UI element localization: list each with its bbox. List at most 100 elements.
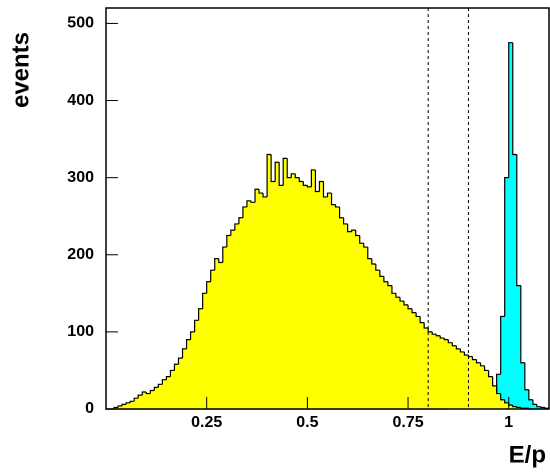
bar xyxy=(448,342,453,409)
bar xyxy=(134,398,139,409)
bar-outline xyxy=(479,362,485,367)
bar xyxy=(476,362,481,409)
bar-outline xyxy=(230,229,235,236)
bar xyxy=(303,185,308,409)
bar-outline xyxy=(262,193,268,198)
bar-outline xyxy=(177,357,183,365)
bar-outline xyxy=(202,292,207,309)
bar-outline xyxy=(367,247,372,260)
bar xyxy=(327,193,332,409)
bar-outline xyxy=(455,345,461,350)
bar-outline xyxy=(326,192,332,197)
bar-outline xyxy=(117,405,123,408)
bar-outline xyxy=(330,193,336,206)
bar xyxy=(174,364,179,409)
bar xyxy=(158,384,163,409)
bar xyxy=(399,301,405,409)
bar xyxy=(166,376,171,409)
bar xyxy=(142,392,147,409)
bar xyxy=(387,285,393,409)
bar xyxy=(404,304,409,409)
bar-outline xyxy=(214,258,219,271)
bar-outline xyxy=(407,304,413,310)
bar xyxy=(291,173,296,409)
bar-outline xyxy=(310,169,316,187)
bar-outline xyxy=(218,258,223,264)
bar xyxy=(299,181,304,409)
bar-outline xyxy=(246,200,251,207)
bar xyxy=(367,258,373,409)
bar xyxy=(375,270,381,409)
bar-outline xyxy=(173,363,179,371)
bar xyxy=(420,322,425,409)
bar xyxy=(198,308,203,409)
bar-outline xyxy=(435,334,441,337)
bar-outline xyxy=(254,188,260,203)
bar xyxy=(267,154,272,409)
bar-outline xyxy=(149,389,155,394)
bar-outline xyxy=(165,376,171,380)
bar xyxy=(540,407,546,409)
bar-outline xyxy=(500,315,505,375)
bar xyxy=(520,362,526,409)
bar xyxy=(130,401,135,409)
bar-outline xyxy=(496,385,501,395)
bar xyxy=(500,399,505,409)
bar xyxy=(464,355,469,409)
y-tick-label: 300 xyxy=(67,169,94,186)
bar-outline xyxy=(270,154,276,183)
bar-outline xyxy=(278,162,284,186)
bar xyxy=(118,405,123,409)
bar-outline xyxy=(351,229,356,232)
bar xyxy=(428,331,433,409)
bar xyxy=(496,393,501,409)
bar xyxy=(279,185,284,409)
bar-outline xyxy=(121,403,127,406)
bar-outline xyxy=(375,264,380,271)
bar xyxy=(424,328,429,409)
bar-outline xyxy=(206,281,211,294)
bar-outline xyxy=(443,338,449,341)
bar xyxy=(182,348,187,409)
bar xyxy=(190,331,195,409)
bar xyxy=(496,374,501,409)
bar xyxy=(532,404,538,409)
bar-outline xyxy=(459,348,465,353)
bar-outline xyxy=(185,338,191,349)
bar xyxy=(170,370,175,409)
bar-outline xyxy=(181,348,187,359)
bar xyxy=(287,177,292,409)
bar-outline xyxy=(129,400,135,403)
bar-outline xyxy=(411,308,417,314)
bar-outline xyxy=(379,270,384,277)
bar xyxy=(323,196,328,409)
bar xyxy=(202,293,207,409)
bar-outline xyxy=(290,173,296,178)
y-tick-label: 0 xyxy=(85,400,94,417)
bar-outline xyxy=(532,399,537,405)
bar-outline xyxy=(395,293,400,298)
bar-outline xyxy=(504,177,509,317)
bar xyxy=(528,399,534,409)
bar-outline xyxy=(347,223,352,233)
bar xyxy=(186,339,191,409)
x-tick-label: 0.75 xyxy=(392,414,423,431)
bar xyxy=(138,395,143,409)
bar-outline xyxy=(540,406,545,409)
bar xyxy=(234,223,240,409)
bar xyxy=(444,339,449,409)
bar xyxy=(347,231,352,409)
bar xyxy=(472,359,477,409)
bar xyxy=(295,177,300,409)
bar xyxy=(222,247,228,409)
bar xyxy=(484,370,489,409)
bar xyxy=(488,376,493,409)
bar xyxy=(440,338,445,409)
bar xyxy=(214,258,220,409)
bar xyxy=(194,320,199,409)
bar xyxy=(391,293,397,409)
bar xyxy=(238,217,244,409)
bar xyxy=(508,405,514,409)
bar-outline xyxy=(415,312,421,318)
